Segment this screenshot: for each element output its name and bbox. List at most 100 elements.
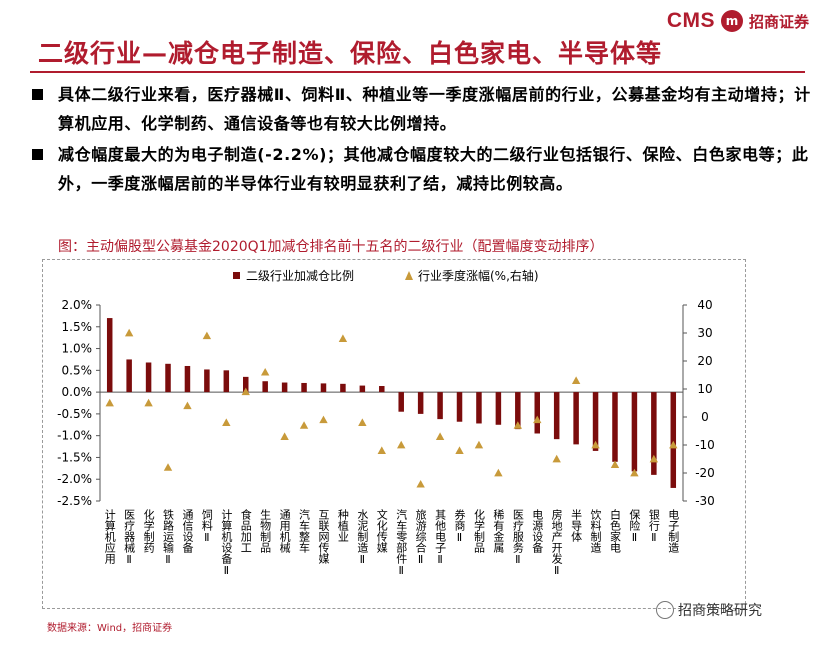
right-tick-label: 30 bbox=[697, 326, 712, 340]
category-label: 计算机应用 bbox=[103, 509, 116, 565]
bar-mark bbox=[573, 392, 579, 445]
bar-mark bbox=[243, 376, 249, 393]
logo-company-name: 招商证券 bbox=[748, 12, 809, 31]
triangle-point bbox=[494, 468, 503, 477]
left-tick-label: -2.0% bbox=[57, 472, 92, 486]
left-tick-label: -1.5% bbox=[57, 450, 92, 464]
triangle-point bbox=[183, 401, 192, 410]
bullet-list: 具体二级行业来看，医疗器械Ⅱ、饲料Ⅱ、种植业等一季度涨幅居前的行业，公募基金均有… bbox=[32, 80, 812, 200]
triangle-point bbox=[319, 415, 328, 424]
bullet-item: 减仓幅度最大的为电子制造(-2.2%)；其他减仓幅度较大的二级行业包括银行、保险… bbox=[32, 140, 812, 198]
right-tick-label: -30 bbox=[695, 494, 715, 508]
triangle-point bbox=[222, 418, 231, 426]
triangle-point bbox=[163, 463, 173, 471]
category-label: 稀有金属 bbox=[492, 509, 505, 554]
bar-mark bbox=[165, 363, 171, 393]
category-label: 保险Ⅱ bbox=[628, 508, 641, 544]
category-label: 饮料制造 bbox=[589, 509, 602, 553]
triangle-point bbox=[260, 368, 270, 376]
bar-mark bbox=[417, 392, 424, 414]
left-tick-label: -1.0% bbox=[57, 429, 92, 443]
bar-mark bbox=[651, 392, 657, 475]
bar-mark bbox=[320, 383, 327, 393]
bar-mark bbox=[145, 362, 152, 393]
category-label: 互联网传媒 bbox=[317, 509, 330, 565]
triangle-point bbox=[377, 446, 386, 454]
triangle-point bbox=[552, 454, 561, 463]
category-label: 饲料Ⅱ bbox=[200, 509, 213, 544]
legend-bar-swatch bbox=[233, 272, 240, 279]
category-label: 房地产开发Ⅱ bbox=[550, 509, 563, 577]
category-label: 半导体 bbox=[570, 508, 583, 542]
category-label: 水泥制造Ⅱ bbox=[356, 509, 369, 566]
bar-mark bbox=[398, 392, 404, 412]
bar-mark bbox=[670, 392, 677, 488]
triangle-point bbox=[455, 446, 464, 454]
left-tick-label: 1.0% bbox=[62, 342, 93, 356]
chart-frame bbox=[42, 259, 746, 609]
right-tick-label: -10 bbox=[695, 438, 715, 452]
wechat-icon bbox=[656, 601, 674, 619]
bar-mark bbox=[437, 392, 443, 420]
source-note: 数据来源：Wind，招商证券 bbox=[47, 623, 173, 634]
bar-mark bbox=[476, 392, 482, 424]
bar-mark bbox=[340, 383, 346, 393]
triangle-point bbox=[397, 440, 406, 449]
category-label: 文化传媒 bbox=[375, 508, 388, 554]
page-title: 二级行业—减仓电子制造、保险、白色家电、半导体等 bbox=[38, 39, 663, 68]
triangle-point bbox=[533, 415, 542, 424]
category-label: 计算机设备Ⅱ bbox=[220, 509, 233, 577]
bar-mark bbox=[223, 370, 230, 393]
category-label: 食品加工 bbox=[239, 508, 252, 553]
triangle-point bbox=[202, 331, 212, 340]
bar-mark bbox=[204, 369, 210, 393]
bullet-text: 减仓幅度最大的为电子制造(-2.2%)；其他减仓幅度较大的二级行业包括银行、保险… bbox=[58, 145, 809, 193]
bullet-square-icon bbox=[32, 89, 43, 100]
category-label: 汽车整车 bbox=[298, 508, 311, 554]
figure-title: 图：主动偏股型公募基金2020Q1加减仓排名前十五名的二级行业（配置幅度变动排序… bbox=[58, 239, 604, 255]
category-label: 电源设备 bbox=[531, 509, 544, 554]
logo-mark-icon: m bbox=[720, 10, 743, 32]
triangle-point bbox=[416, 480, 425, 488]
left-tick-label: -2.5% bbox=[57, 494, 92, 508]
bar-mark bbox=[534, 392, 540, 434]
right-tick-label: 40 bbox=[697, 298, 712, 312]
legend-triangle-label: 行业季度涨幅(%,右轴) bbox=[418, 268, 539, 283]
category-label: 券商Ⅱ bbox=[453, 508, 466, 544]
category-label: 汽车零部件Ⅱ bbox=[395, 508, 408, 577]
bullet-square-icon bbox=[32, 149, 43, 160]
bullet-text: 具体二级行业来看，医疗器械Ⅱ、饲料Ⅱ、种植业等一季度涨幅居前的行业，公募基金均有… bbox=[58, 85, 811, 133]
left-tick-label: -0.5% bbox=[57, 407, 92, 421]
right-tick-label: 10 bbox=[697, 382, 712, 396]
category-label: 种植业 bbox=[336, 508, 349, 542]
triangle-point bbox=[513, 421, 523, 429]
triangle-point bbox=[241, 387, 250, 396]
bar-mark bbox=[495, 392, 502, 425]
category-label: 化学制药 bbox=[142, 508, 155, 554]
bar-mark bbox=[184, 365, 191, 393]
bar-mark bbox=[456, 392, 463, 422]
triangle-point bbox=[338, 334, 348, 342]
category-label: 白色家电 bbox=[608, 508, 621, 553]
bar-mark bbox=[515, 392, 521, 430]
triangle-point bbox=[474, 440, 484, 449]
watermark-text: 招商策略研究 bbox=[678, 603, 762, 619]
brand-logo: CMS m 招商证券 bbox=[667, 9, 809, 33]
triangle-point bbox=[280, 432, 289, 440]
bar-mark bbox=[592, 392, 599, 451]
left-tick-label: 2.0% bbox=[62, 298, 93, 312]
category-label: 化学制品 bbox=[472, 508, 485, 553]
category-label: 电子制造 bbox=[667, 509, 680, 553]
triangle-point bbox=[630, 468, 639, 477]
triangle-point bbox=[669, 440, 678, 449]
bar-mark bbox=[126, 359, 132, 393]
bar-mark bbox=[262, 381, 268, 393]
watermark: 招商策略研究 bbox=[656, 600, 762, 620]
right-tick-label: -20 bbox=[695, 466, 715, 480]
legend-bar-label: 二级行业加减仓比例 bbox=[246, 269, 354, 283]
bar-mark bbox=[106, 318, 113, 393]
category-label: 通信设备 bbox=[181, 509, 194, 554]
left-tick-label: 0.0% bbox=[62, 385, 93, 399]
logo-cms-text: CMS bbox=[666, 9, 715, 32]
triangle-point bbox=[144, 398, 153, 407]
